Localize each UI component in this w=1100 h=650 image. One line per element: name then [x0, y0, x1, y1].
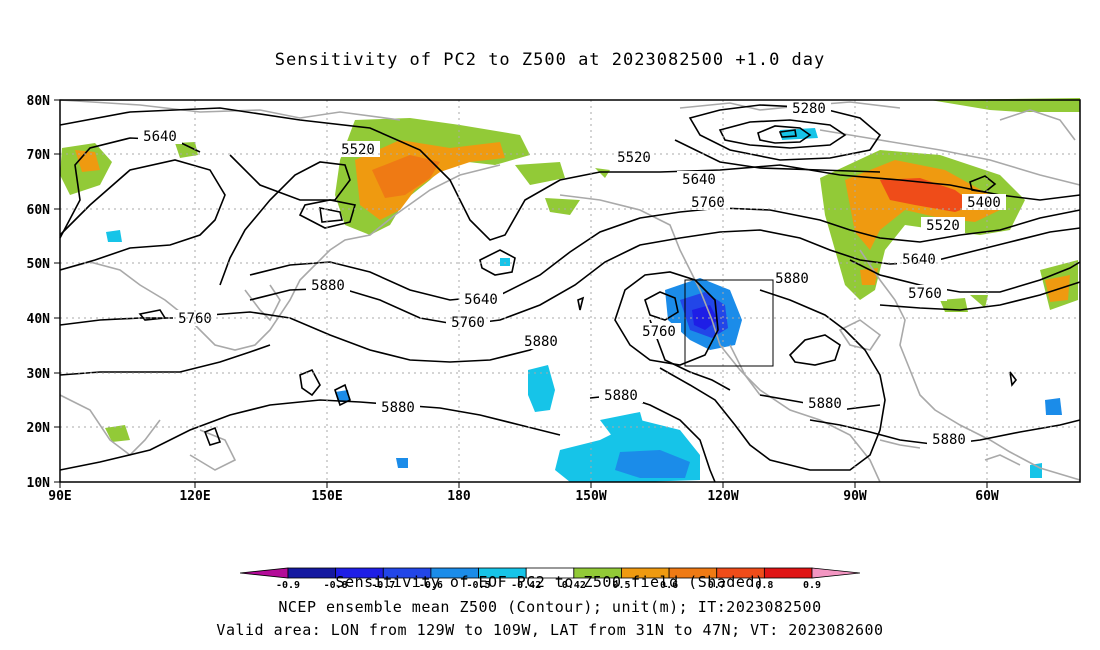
colorbar-label: -0.7: [371, 580, 395, 591]
lon-label: 90E: [48, 489, 71, 504]
contour-label: 5640: [897, 251, 941, 268]
svg-text:5640: 5640: [143, 129, 177, 145]
svg-text:5760: 5760: [908, 286, 942, 302]
svg-text:5760: 5760: [691, 195, 725, 211]
svg-text:5880: 5880: [808, 396, 842, 412]
contour-label: 5280: [787, 100, 831, 117]
lon-label: 120E: [179, 489, 210, 504]
svg-text:5280: 5280: [792, 101, 826, 117]
page-title: Sensitivity of PC2 to Z500 at 2023082500…: [274, 50, 826, 70]
contour-label: 5640: [677, 171, 721, 188]
colorbar-label: 0.8: [755, 580, 773, 591]
contour-label: 5640: [138, 128, 182, 145]
svg-text:5760: 5760: [642, 324, 676, 340]
caption-contour: NCEP ensemble mean Z500 (Contour); unit(…: [278, 598, 822, 616]
lat-label: 30N: [27, 367, 51, 382]
svg-text:5880: 5880: [311, 278, 345, 294]
lat-label: 40N: [27, 312, 51, 327]
svg-text:5400: 5400: [967, 195, 1001, 211]
contour-label: 5880: [306, 277, 350, 294]
colorbar-label: -0.6: [419, 580, 443, 591]
colorbar-label: -0.9: [276, 580, 300, 591]
contour-label: 5760: [686, 194, 730, 211]
caption-shading: Sensitivity of EOF PC2 to Z500 field (Sh…: [335, 573, 765, 591]
svg-text:5640: 5640: [902, 252, 936, 268]
svg-text:5880: 5880: [775, 271, 809, 287]
lon-label: 150E: [311, 489, 342, 504]
contour-label: 5760: [637, 323, 681, 340]
lat-labels: 80N 70N 60N 50N 40N 30N 20N 10N: [27, 94, 51, 491]
colorbar: -0.9 -0.8 -0.7 -0.6 -0.5 -0.42 0.42 0.5 0.6 0.7 0.…: [240, 567, 860, 591]
svg-text:5520: 5520: [617, 150, 651, 166]
colorbar-label: 0.9: [803, 580, 821, 591]
colorbar-cell: [811, 567, 860, 579]
lon-labels: 90E 120E 150E 180 150W 120W 90W 60W: [48, 489, 999, 504]
map-frame: [59, 99, 1081, 483]
colorbar-label: 0.5: [612, 580, 630, 591]
svg-text:5760: 5760: [178, 311, 212, 327]
lat-label: 80N: [27, 94, 51, 109]
colorbar-label: 0.7: [708, 580, 726, 591]
lon-label: 60W: [975, 489, 999, 504]
colorbar-label: 0.6: [660, 580, 678, 591]
lon-label: 150W: [575, 489, 606, 504]
colorbar-label: -0.42: [511, 580, 541, 591]
colorbar-cells: [240, 567, 860, 579]
contour-labels: 5640 5520 5280 5520 5640 5760 5400 5520 …: [138, 100, 1006, 448]
lat-label: 70N: [27, 148, 51, 163]
lat-label: 60N: [27, 203, 51, 218]
contour-label: 5880: [803, 395, 847, 412]
sensitivity-map: 5640 5520 5280 5520 5640 5760 5400 5520 …: [27, 94, 1081, 504]
contour-label: 5400: [962, 194, 1006, 211]
contour-label: 5880: [519, 333, 563, 350]
lon-label: 180: [447, 489, 471, 504]
svg-text:5640: 5640: [464, 292, 498, 308]
valid-area-box: [684, 279, 774, 367]
svg-text:5520: 5520: [926, 218, 960, 234]
contour-label: 5760: [903, 285, 947, 302]
svg-text:5880: 5880: [381, 400, 415, 416]
colorbar-label: -0.5: [466, 580, 490, 591]
svg-text:5880: 5880: [604, 388, 638, 404]
lat-label: 20N: [27, 421, 51, 436]
tick-marks: [54, 99, 988, 488]
gridlines: [60, 100, 1080, 482]
contour-label: 5520: [921, 217, 965, 234]
lon-label: 120W: [707, 489, 738, 504]
colorbar-labels: -0.9 -0.8 -0.7 -0.6 -0.5 -0.42 0.42 0.5 0.6 0.7 0.…: [276, 580, 821, 591]
svg-text:5880: 5880: [932, 432, 966, 448]
contour-label: 5880: [770, 270, 814, 287]
svg-text:5640: 5640: [682, 172, 716, 188]
lat-label: 50N: [27, 257, 51, 272]
contour-label: 5880: [599, 387, 643, 404]
contour-label: 5640: [459, 291, 503, 308]
contour-label: 5520: [612, 149, 656, 166]
contour-label: 5520: [336, 141, 380, 158]
contour-label: 5760: [446, 314, 490, 331]
contour-label: 5880: [376, 399, 420, 416]
lon-label: 90W: [843, 489, 867, 504]
caption-valid-area: Valid area: LON from 129W to 109W, LAT f…: [216, 621, 884, 639]
svg-text:5520: 5520: [341, 142, 375, 158]
colorbar-label: -0.8: [324, 580, 348, 591]
svg-text:5880: 5880: [524, 334, 558, 350]
z500-contours: [59, 104, 1081, 483]
contour-label: 5880: [927, 431, 971, 448]
lat-label: 10N: [27, 476, 51, 491]
svg-text:5760: 5760: [451, 315, 485, 331]
colorbar-label: 0.42: [562, 580, 586, 591]
